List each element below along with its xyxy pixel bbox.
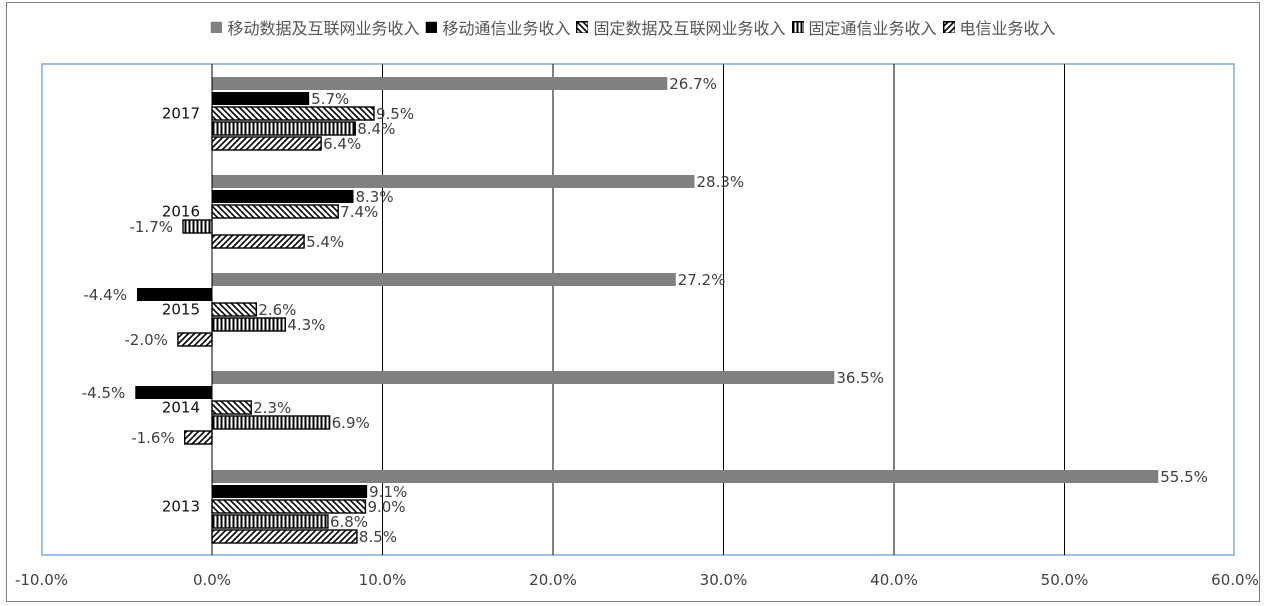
x-tick-label: 40.0% [870,571,918,589]
bar-2017-series-4 [211,121,356,136]
data-label: 26.7% [669,75,717,93]
data-label: 27.2% [678,271,726,289]
bar-2013-series-4 [211,514,329,529]
data-label: -2.0% [124,331,168,349]
bar-2013-series-2 [212,485,368,498]
category-label: 2017 [162,105,200,123]
bar-2016-series-4 [182,219,213,234]
data-label: 5.7% [311,90,349,108]
legend-label: 移动通信业务收入 [442,19,571,38]
legend-swatch [942,21,955,33]
data-label: 2.6% [258,301,296,319]
x-tick-label: 20.0% [529,571,577,589]
category-label: 2013 [162,498,200,516]
bar-2013-series-1 [212,470,1159,483]
x-tick-label: 50.0% [1041,571,1089,589]
plot-area-border [41,63,1235,556]
data-label: 8.3% [356,188,394,206]
data-label: 5.4% [306,233,344,251]
bar-2016-series-3 [211,204,339,219]
bar-2017-series-1 [212,77,668,90]
data-label: -4.5% [82,384,126,402]
x-tick-label: 60.0% [1211,571,1259,589]
data-label: -1.6% [131,429,175,447]
data-label: 36.5% [836,369,884,387]
x-tick-label: 10.0% [359,571,407,589]
legend-swatch [791,21,804,33]
legend-item: 固定数据及互联网业务收入 [576,15,786,39]
bar-2017-series-2 [212,92,310,105]
legend-swatch [211,21,223,33]
bar-2016-series-5 [211,234,305,249]
legend-label: 移动数据及互联网业务收入 [227,19,420,38]
bar-2015-series-2 [136,288,212,301]
bar-2014-series-5 [184,430,213,445]
bar-2015-series-4 [211,317,287,332]
data-label: -1.7% [129,218,173,236]
legend-label: 固定数据及互联网业务收入 [593,19,786,38]
x-tick-label: 0.0% [193,571,231,589]
data-label: 28.3% [697,173,745,191]
data-label: 8.4% [357,120,395,138]
bar-2014-series-1 [212,371,835,384]
bar-2015-series-1 [212,273,676,286]
category-label: 2014 [162,399,200,417]
legend-label: 固定通信业务收入 [808,19,937,38]
category-label: 2016 [162,203,200,221]
bar-2013-series-3 [211,499,367,514]
data-label: 2.3% [253,399,291,417]
data-label: 6.8% [330,513,368,531]
data-label: 55.5% [1160,468,1208,486]
x-tick-label: -10.0% [15,571,68,589]
data-label: 7.4% [340,203,378,221]
bar-2015-series-3 [211,302,258,317]
bar-2013-series-5 [211,529,358,544]
data-label: 9.5% [376,105,414,123]
data-label: 9.0% [367,498,405,516]
data-label: 6.9% [332,414,370,432]
bar-2014-series-3 [211,400,252,415]
bar-2017-series-5 [211,136,322,151]
data-label: 8.5% [359,528,397,546]
bar-2014-series-4 [211,415,331,430]
bar-2015-series-5 [177,332,213,347]
data-label: 6.4% [323,135,361,153]
chart-legend: 移动数据及互联网业务收入 移动通信业务收入 固定数据及互联网业务收入 固定通信业务收入… [0,14,1266,40]
x-tick-label: 30.0% [700,571,748,589]
legend-item: 固定通信业务收入 [791,15,937,39]
bar-2017-series-3 [211,106,375,121]
legend-label: 电信业务收入 [959,19,1056,38]
data-label: 9.1% [369,483,407,501]
legend-swatch [576,21,589,33]
data-label: 4.3% [287,316,325,334]
category-label: 2015 [162,301,200,319]
data-label: -4.4% [83,286,127,304]
legend-swatch [426,21,438,33]
legend-item: 移动数据及互联网业务收入 [210,15,419,39]
bar-2016-series-2 [212,190,354,203]
bar-2016-series-1 [212,175,695,188]
legend-item: 电信业务收入 [942,15,1056,39]
bar-2014-series-2 [135,386,212,399]
legend-item: 移动通信业务收入 [425,15,570,39]
